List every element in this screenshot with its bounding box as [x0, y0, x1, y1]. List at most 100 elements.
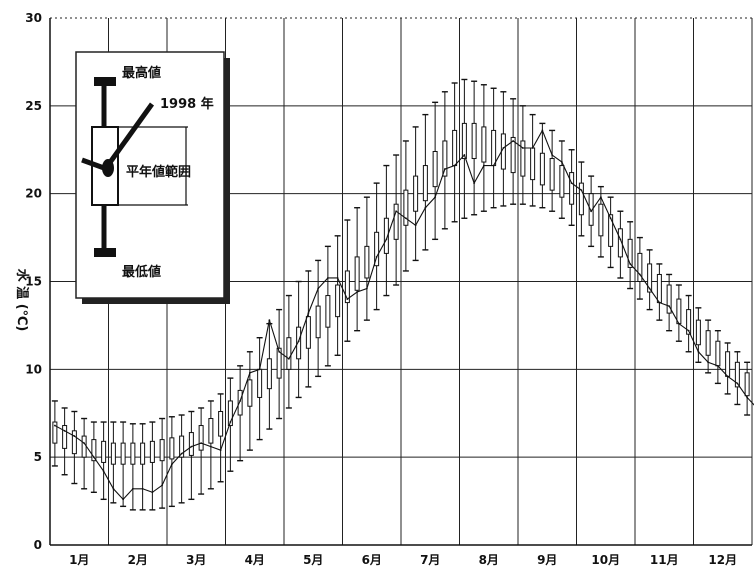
legend-year-label: 1998 年 [160, 96, 214, 112]
point-1998-4 [92, 456, 95, 459]
y-tick-label-2: 10 [25, 362, 42, 376]
point-1998-62 [658, 301, 661, 304]
box-iqr-26 [305, 316, 311, 349]
box-iqr-64 [676, 298, 682, 325]
box-iqr-8 [130, 442, 136, 465]
box-iqr-57 [608, 214, 614, 247]
point-1998-20 [248, 371, 251, 374]
point-1998-70 [736, 382, 739, 385]
point-1998-43 [473, 182, 476, 185]
box-iqr-43 [471, 122, 477, 160]
point-1998-15 [200, 442, 203, 445]
box-iqr-70 [734, 361, 740, 388]
point-1998-68 [716, 364, 719, 367]
box-iqr-55 [588, 193, 594, 226]
point-1998-8 [131, 487, 134, 490]
series-1998 [53, 129, 754, 501]
box-iqr-19 [237, 389, 243, 416]
box-iqr-25 [296, 326, 302, 360]
box-iqr-54 [578, 182, 584, 216]
x-tick-labels: 1月 2月 3月 4月 5月 6月 7月 8月 9月 10月 11月 12月 [69, 553, 737, 567]
line-1998 [54, 129, 754, 501]
point-1998-13 [180, 452, 183, 455]
point-1998-53 [570, 182, 573, 185]
month-label-3: 3月 [186, 553, 206, 567]
point-1998-1 [63, 429, 66, 432]
legend-range-label: 平年値範囲 [126, 164, 191, 180]
y-tick-label-4: 20 [25, 187, 42, 201]
point-1998-38 [424, 206, 427, 209]
legend-year-dot [102, 159, 114, 177]
point-1998-51 [551, 154, 554, 156]
box-iqr-33 [374, 231, 380, 267]
point-1998-45 [492, 164, 495, 167]
box-iqr-31 [354, 256, 360, 291]
point-1998-39 [434, 196, 437, 199]
point-1998-21 [258, 368, 261, 371]
point-1998-54 [580, 189, 583, 192]
point-1998-17 [219, 449, 222, 452]
month-label-12: 12月 [708, 553, 737, 567]
month-label-4: 4月 [245, 553, 265, 567]
point-1998-19 [239, 400, 242, 402]
box-iqr-29 [335, 284, 341, 318]
y-tick-label-3: 15 [25, 275, 42, 289]
legend-year-pointer [103, 102, 155, 170]
box-iqr-2 [71, 430, 77, 455]
point-1998-27 [317, 287, 320, 290]
box-iqr-44 [481, 126, 487, 163]
y-tick-labels: 0 5 10 15 20 25 30 [25, 11, 42, 552]
point-1998-46 [502, 147, 505, 149]
point-1998-26 [307, 312, 310, 315]
box-iqr-13 [179, 435, 185, 458]
box-iqr-63 [666, 284, 672, 314]
point-1998-58 [619, 238, 622, 241]
point-1998-67 [707, 361, 710, 364]
point-1998-22 [268, 319, 271, 322]
point-1998-69 [726, 375, 729, 378]
point-1998-3 [83, 442, 86, 445]
box-iqr-24 [286, 337, 292, 370]
month-label-8: 8月 [479, 553, 499, 567]
box-iqr-28 [325, 295, 331, 328]
box-iqr-38 [422, 165, 428, 202]
box-iqr-50 [539, 152, 545, 186]
point-1998-23 [278, 350, 281, 353]
box-iqr-4 [91, 439, 97, 462]
point-1998-42 [463, 154, 466, 156]
box-iqr-27 [315, 305, 321, 339]
box-iqr-45 [491, 129, 497, 167]
point-1998-63 [668, 305, 671, 307]
point-1998-25 [297, 340, 300, 343]
point-1998-59 [629, 263, 632, 265]
box-iqr-56 [598, 203, 604, 237]
point-1998-61 [648, 287, 651, 290]
point-1998-10 [151, 491, 154, 494]
point-1998-64 [677, 322, 680, 325]
point-1998-2 [73, 435, 76, 437]
point-1998-14 [190, 445, 193, 448]
box-iqr-1 [62, 425, 68, 449]
box-iqr-58 [617, 228, 623, 258]
month-label-5: 5月 [303, 553, 323, 567]
box-iqr-21 [257, 368, 263, 398]
point-1998-30 [346, 298, 349, 300]
month-label-6: 6月 [362, 553, 382, 567]
point-1998-29 [336, 277, 339, 279]
box-iqr-69 [725, 351, 731, 377]
point-1998-5 [102, 470, 105, 473]
point-1998-12 [170, 463, 173, 466]
point-1998-31 [356, 291, 359, 293]
box-iqr-41 [452, 129, 458, 167]
point-1998-11 [161, 484, 164, 487]
point-1998-55 [590, 210, 593, 213]
box-iqr-48 [520, 140, 526, 177]
legend-max-label: 最高値 [122, 65, 161, 81]
point-1998-60 [638, 273, 641, 276]
point-1998-32 [365, 287, 368, 290]
box-iqr-11 [159, 439, 165, 462]
y-tick-label-6: 30 [25, 11, 42, 25]
box-iqr-65 [686, 309, 692, 335]
box-iqr-42 [461, 122, 467, 160]
box-iqr-23 [276, 347, 282, 379]
